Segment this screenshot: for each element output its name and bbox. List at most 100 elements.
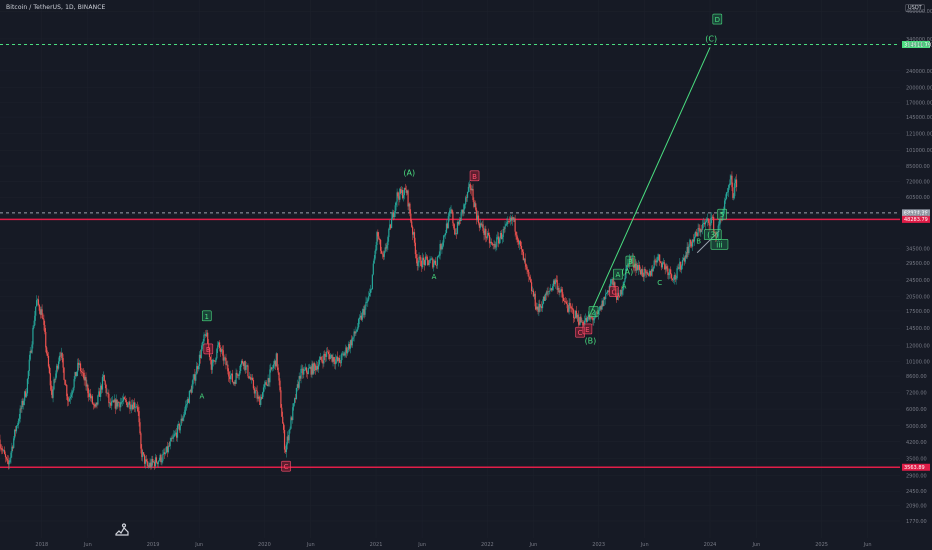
candle-body <box>58 355 61 362</box>
currency-badge[interactable]: USDT <box>905 4 925 12</box>
candle-body <box>175 432 178 438</box>
candle-body <box>239 371 241 375</box>
candle-body <box>205 334 207 337</box>
candle-body <box>477 215 480 224</box>
candle-body <box>660 262 663 268</box>
candle-body <box>655 260 657 263</box>
tradingview-logo-icon[interactable] <box>114 522 130 538</box>
candle-body <box>337 357 340 362</box>
candle-body <box>448 213 450 217</box>
trend-line <box>696 230 720 254</box>
candle-body <box>626 265 628 269</box>
candle-body <box>442 242 444 246</box>
candle-body <box>104 381 106 385</box>
candle-body <box>571 308 573 309</box>
wave-label-box <box>203 343 214 355</box>
candle-body <box>126 402 128 408</box>
candle-body <box>326 351 329 353</box>
wave-label: (C) <box>705 34 717 43</box>
candle-body <box>251 377 253 380</box>
candle-body <box>122 400 124 402</box>
candle-body <box>592 317 594 321</box>
chart-symbol-title[interactable]: Bitcoin / TetherUS, 1D, BINANCE <box>6 4 106 11</box>
candle-body <box>564 301 567 302</box>
candle-body <box>609 283 611 286</box>
candle-body <box>390 218 393 229</box>
candle-body <box>210 359 212 370</box>
candle-body <box>392 212 395 218</box>
candle-body <box>122 397 125 401</box>
candle-body <box>471 188 473 191</box>
level-price-label: 48283.79 <box>904 217 928 223</box>
candle-body <box>159 454 161 461</box>
candle-body <box>137 407 139 412</box>
candle-body <box>215 358 217 362</box>
candle-body <box>450 209 452 211</box>
candle-body <box>566 303 568 309</box>
price-tick-label: 17500.00 <box>906 309 930 315</box>
candle-body <box>735 179 737 184</box>
candle-body <box>306 372 309 374</box>
candle-body <box>591 317 593 318</box>
candle-body <box>404 187 406 190</box>
candle-body <box>457 222 459 225</box>
candle-body <box>556 280 558 290</box>
candle-body <box>352 337 354 339</box>
candle-body <box>112 400 115 403</box>
candle-body <box>659 254 661 262</box>
candle-body <box>33 325 35 328</box>
candle-body <box>539 303 541 308</box>
candle-body <box>594 317 596 320</box>
candle-body <box>357 327 359 331</box>
candle-body <box>603 297 605 307</box>
candle-body <box>234 381 236 384</box>
candle-body <box>377 232 379 237</box>
candle-body <box>110 402 112 406</box>
candle-body <box>691 243 693 247</box>
candle-body <box>647 272 649 275</box>
candle-body <box>242 363 244 366</box>
candle-body <box>668 273 670 276</box>
candle-body <box>382 254 384 257</box>
candle-body <box>14 429 17 432</box>
candle-body <box>636 265 638 271</box>
candle-body <box>321 359 323 361</box>
candle-body <box>528 272 530 277</box>
candle-body <box>412 226 414 235</box>
time-axis[interactable]: 2018 Jun 2019 Jun 2020 Jun 2021 Jun 2022 Jun 2023 J… <box>35 542 871 548</box>
wave-label-box <box>469 170 480 182</box>
candle-body <box>403 187 406 196</box>
wave-label: iii <box>716 240 723 249</box>
candle-body <box>133 402 136 408</box>
candle-body <box>155 457 158 463</box>
candle-body <box>272 364 275 368</box>
candle-body <box>273 360 276 365</box>
candle-body <box>106 392 108 394</box>
time-tick-label: Jun <box>640 542 649 548</box>
candle-body <box>733 196 735 199</box>
candle-body <box>89 393 92 399</box>
candle-body <box>530 282 533 292</box>
candle-body <box>682 257 685 261</box>
candle-body <box>536 306 538 310</box>
candle-body <box>131 404 133 409</box>
candle-body <box>275 353 277 367</box>
candle-body <box>235 372 237 384</box>
candle-body <box>649 270 651 276</box>
candle-body <box>533 293 535 297</box>
candle-body <box>674 275 676 280</box>
candle-body <box>353 331 355 338</box>
candle-body <box>207 332 209 344</box>
candle-body <box>579 316 581 325</box>
candle-body <box>458 219 460 225</box>
candle-body <box>310 367 312 375</box>
candle-body <box>681 265 683 270</box>
candle-body <box>514 218 516 232</box>
candle-body <box>42 317 44 320</box>
candle-body <box>264 382 266 385</box>
candle-body <box>147 465 149 467</box>
candle-body <box>692 239 694 247</box>
